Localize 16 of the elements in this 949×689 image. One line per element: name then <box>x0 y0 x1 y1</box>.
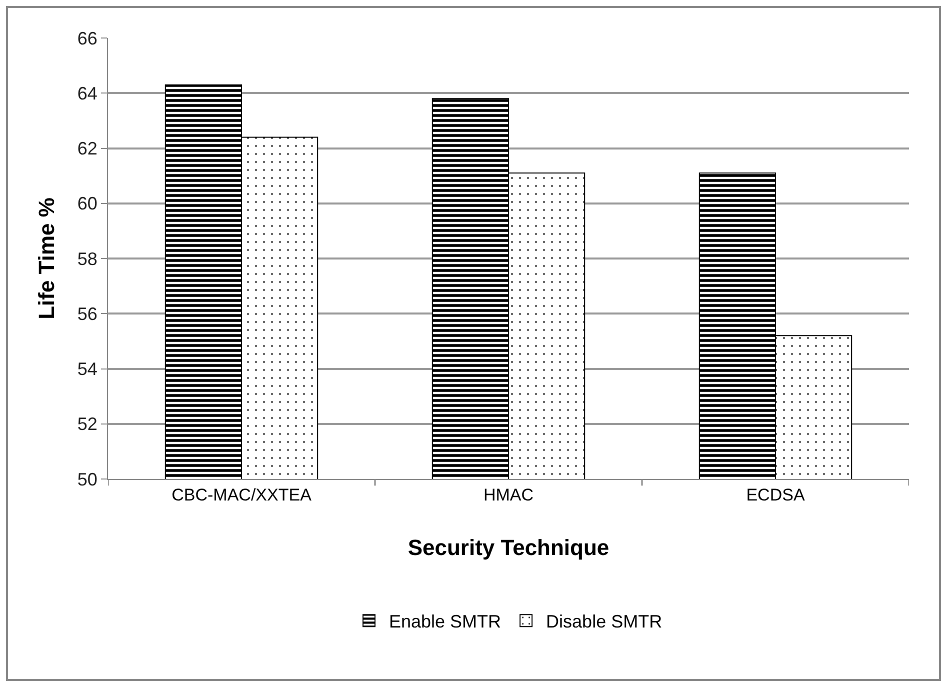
y-tick-label: 64 <box>77 83 98 104</box>
y-axis-title: Life Time % <box>34 198 59 320</box>
y-tick-label: 52 <box>77 414 98 434</box>
y-tick-label: 58 <box>77 248 98 269</box>
y-tick-label: 54 <box>77 359 98 380</box>
y-tick-label: 66 <box>77 28 98 48</box>
x-tick-label: ECDSA <box>746 485 806 504</box>
x-axis-title: Security Technique <box>408 535 610 560</box>
series-label: Enable SMTR <box>389 612 502 632</box>
x-tick-label: HMAC <box>483 485 534 504</box>
y-tick-label: 50 <box>77 469 98 490</box>
x-tick-label: CBC-MAC/XXTEA <box>172 485 312 504</box>
y-tick-label: 56 <box>77 304 98 324</box>
y-tick-label: 60 <box>77 194 98 214</box>
y-tick-label: 62 <box>77 138 98 159</box>
series-label: Disable SMTR <box>546 612 662 632</box>
